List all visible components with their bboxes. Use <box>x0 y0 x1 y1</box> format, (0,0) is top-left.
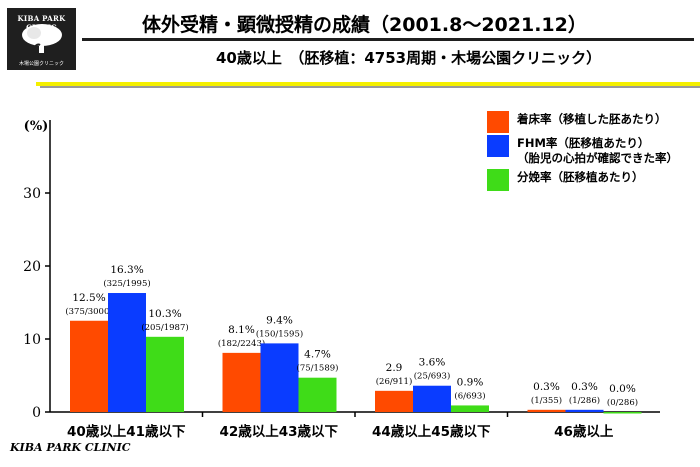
page-title: 体外受精・顕微授精の成績（2001.8～2021.12） <box>142 14 587 36</box>
legend-label: 着床率（移植した胚あたり） <box>517 112 667 126</box>
page-subtitle: 40歳以上 （胚移植：4753周期・木場公園クリニック） <box>216 49 602 67</box>
data-count-label: (1/355) <box>531 395 562 406</box>
x-category-label: 40歳以上41歳以下 <box>67 423 186 440</box>
y-tick-label: 30 <box>23 186 41 202</box>
footer-brand: KIBA PARK CLINIC <box>10 441 131 454</box>
legend-label-line: （胎児の心拍が確認できた率） <box>517 151 678 165</box>
logo-subtitle: 木場公園クリニック <box>18 61 64 67</box>
header-divider-shadow <box>40 86 700 88</box>
data-label: 4.7% <box>304 349 331 361</box>
data-count-label: (150/1595) <box>256 328 303 339</box>
y-tick-label: 10 <box>23 332 41 348</box>
legend-label-line: FHM率（胚移植あたり） <box>517 136 650 150</box>
bar-2-1 <box>298 377 337 412</box>
data-label: 0.3% <box>571 381 598 393</box>
data-count-label: (6/693) <box>454 390 485 401</box>
legend-item-fhm: FHM率（胚移植あたり） （胎児の心拍が確認できた率） <box>487 133 697 167</box>
x-category-label: 42歳以上43歳以下 <box>219 423 338 440</box>
legend-item-implantation: 着床率（移植した胚あたり） <box>487 109 697 133</box>
tree-icon <box>22 24 62 53</box>
data-label: 9.4% <box>266 314 293 326</box>
data-label: 0.3% <box>533 381 560 393</box>
bar-2-0 <box>146 336 184 412</box>
bar-1-2 <box>413 385 451 412</box>
data-count-label: (75/1589) <box>297 363 339 374</box>
data-label: 0.0% <box>609 383 636 395</box>
clinic-logo: KIBA PARK CLINIC 木場公園クリニック <box>7 8 76 70</box>
legend-swatch-fhm <box>487 135 509 157</box>
header-divider <box>36 82 700 86</box>
chart-legend: 着床率（移植した胚あたり） FHM率（胚移植あたり） （胎児の心拍が確認できた率… <box>487 109 697 191</box>
bar-0-2 <box>375 390 413 412</box>
x-category-label: 44歳以上45歳以下 <box>372 423 491 440</box>
data-count-label: (375/3000) <box>65 306 112 317</box>
y-axis-label: (%) <box>24 119 49 134</box>
x-category-label: 46歳以上 <box>554 423 614 440</box>
title-underline <box>82 38 694 41</box>
bar-1-3 <box>565 409 604 412</box>
data-label: 10.3% <box>148 308 181 320</box>
data-count-label: (25/693) <box>414 371 451 382</box>
bar-0-1 <box>222 352 261 412</box>
y-tick-label: 20 <box>23 259 41 275</box>
data-count-label: (325/1995) <box>103 278 150 289</box>
bar-0-3 <box>527 409 566 412</box>
data-label: 3.6% <box>419 357 446 369</box>
bar-2-2 <box>451 405 489 412</box>
legend-label: 分娩率（胚移植あたり） <box>517 170 644 184</box>
data-count-label: (182/2243) <box>218 338 265 349</box>
bar-1-1 <box>260 343 299 412</box>
bar-0-0 <box>70 320 108 412</box>
data-label: 16.3% <box>110 264 143 276</box>
data-count-label: (0/286) <box>607 397 638 408</box>
legend-item-delivery: 分娩率（胚移植あたり） <box>487 167 697 191</box>
data-label: 2.9 <box>386 362 403 374</box>
data-count-label: (1/286) <box>569 395 600 406</box>
bar-2-3 <box>603 412 642 414</box>
legend-swatch-delivery <box>487 169 509 191</box>
data-label: 8.1% <box>228 324 255 336</box>
y-tick-label: 0 <box>32 405 41 421</box>
data-label: 0.9% <box>457 376 484 388</box>
data-count-label: (205/1987) <box>141 322 188 333</box>
data-label: 12.5% <box>72 292 105 304</box>
legend-label-fhm: FHM率（胚移植あたり） （胎児の心拍が確認できた率） <box>517 136 678 166</box>
data-count-label: (26/911) <box>376 376 413 387</box>
bar-1-0 <box>108 293 146 412</box>
legend-swatch-implantation <box>487 111 509 133</box>
